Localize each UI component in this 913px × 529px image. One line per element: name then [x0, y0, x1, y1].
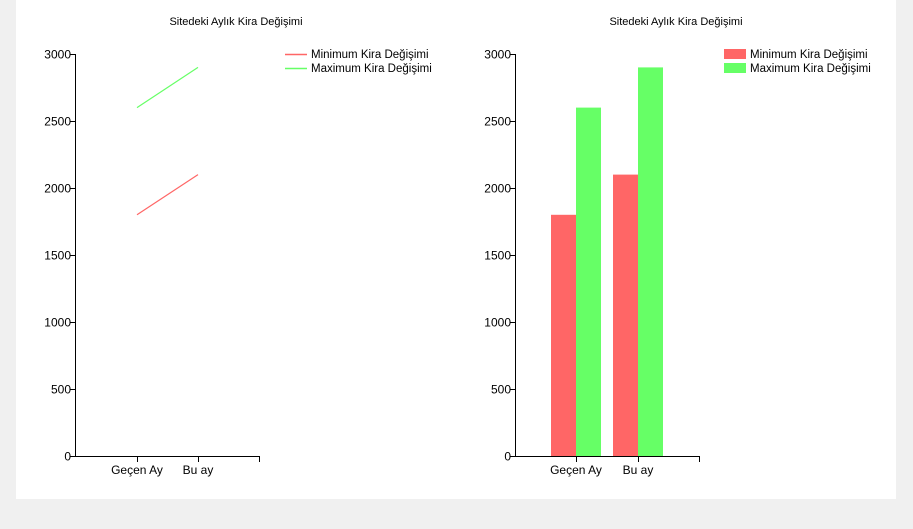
bar-minimum-1: [613, 174, 638, 456]
y-tick-label: 3000: [44, 48, 71, 62]
legend-label: Minimum Kira Değişimi: [311, 49, 429, 61]
legend-label: Maximum Kira Değişimi: [750, 63, 871, 75]
legend-swatch: [724, 49, 746, 59]
bar-chart: Sitedeki Aylık Kira Değişimi 0 500 1000 1500…: [484, 16, 870, 477]
x-tick-label: Bu ay: [623, 463, 654, 477]
y-tick-label: 0: [64, 450, 71, 464]
x-tick-label: Geçen Ay: [111, 463, 163, 477]
y-tick-label: 2500: [44, 115, 71, 129]
y-tick-label: 1500: [44, 249, 71, 263]
y-tick-label: 2500: [484, 115, 511, 129]
y-tick-label: 2000: [44, 182, 71, 196]
series-line-minimum: [136, 174, 199, 216]
series-line-maximum: [136, 66, 199, 109]
chart-title: Sitedeki Aylık Kira Değişimi: [609, 16, 742, 28]
legend-label: Minimum Kira Değişimi: [750, 49, 868, 61]
y-tick-label: 500: [491, 383, 511, 397]
y-tick-label: 1500: [484, 249, 511, 263]
y-tick-label: 1000: [484, 316, 511, 330]
y-tick-label: 0: [504, 450, 511, 464]
line-chart: Sitedeki Aylık Kira Değişimi 0 500 1000 1500…: [44, 16, 431, 477]
legend-swatch: [724, 63, 746, 73]
y-tick-label: 2000: [484, 182, 511, 196]
y-tick-label: 500: [51, 383, 71, 397]
chart-title: Sitedeki Aylık Kira Değişimi: [169, 16, 302, 28]
legend-label: Maximum Kira Değişimi: [311, 63, 432, 75]
x-tick-label: Bu ay: [183, 463, 214, 477]
bar-minimum-0: [551, 214, 576, 456]
y-tick-label: 3000: [484, 48, 511, 62]
bar-maximum-0: [576, 107, 601, 456]
charts-panel: [16, 0, 896, 499]
bar-maximum-1: [638, 67, 663, 457]
x-tick-label: Geçen Ay: [550, 463, 602, 477]
y-tick-label: 1000: [44, 316, 71, 330]
